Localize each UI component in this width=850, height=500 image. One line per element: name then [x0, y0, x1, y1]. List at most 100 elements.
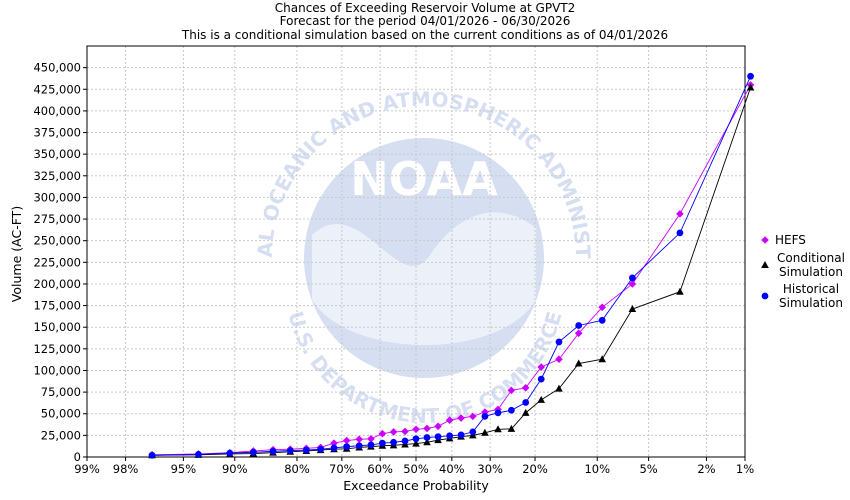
data-point-historical-simulation [226, 449, 234, 457]
y-tick-label: 450,000 [33, 61, 81, 75]
y-tick-label: 25,000 [41, 428, 81, 442]
x-tick-label: 2% [697, 462, 715, 476]
legend-label-hefs: HEFS [775, 233, 806, 247]
y-tick-label: 200,000 [33, 277, 81, 291]
data-point-conditional-simulation [481, 428, 489, 436]
data-point-hefs [574, 329, 583, 338]
legend-label-historical-simulation: Simulation [779, 296, 843, 310]
data-point-historical-simulation [302, 446, 310, 454]
x-axis-title: Exceedance Probability [343, 478, 489, 493]
x-tick-label: 20% [522, 462, 548, 476]
data-point-hefs [330, 439, 338, 447]
x-tick-label: 99% [74, 462, 100, 476]
data-point-hefs [555, 355, 563, 364]
data-point-historical-simulation [747, 72, 754, 80]
legend-marker-conditional-simulation [761, 261, 769, 268]
data-point-historical-simulation [481, 412, 489, 420]
data-point-historical-simulation [378, 439, 386, 447]
data-point-historical-simulation [343, 443, 351, 451]
x-tick-label: 5% [639, 462, 657, 476]
y-tick-label: 375,000 [33, 126, 81, 140]
data-point-historical-simulation [423, 434, 431, 441]
data-point-hefs [367, 435, 375, 443]
data-point-historical-simulation [249, 448, 257, 456]
data-point-hefs [521, 383, 530, 392]
y-tick-label: 300,000 [33, 190, 81, 204]
y-tick-label: 325,000 [33, 169, 81, 183]
data-point-historical-simulation [537, 375, 545, 383]
data-point-conditional-simulation [423, 438, 431, 446]
data-point-historical-simulation [555, 338, 563, 346]
data-point-hefs [401, 427, 409, 436]
data-point-conditional-simulation [676, 287, 684, 295]
data-point-conditional-simulation [521, 408, 530, 416]
y-tick-label: 100,000 [33, 363, 81, 377]
data-point-conditional-simulation [507, 424, 516, 432]
data-point-historical-simulation [507, 406, 515, 414]
data-point-historical-simulation [676, 229, 684, 237]
data-point-historical-simulation [330, 444, 338, 452]
series-layer [148, 72, 755, 459]
data-point-historical-simulation [494, 409, 502, 417]
data-point-conditional-simulation [494, 425, 502, 433]
data-point-hefs [628, 280, 637, 288]
data-point-historical-simulation [317, 445, 325, 453]
data-point-historical-simulation [575, 322, 583, 329]
data-point-historical-simulation [434, 433, 442, 441]
data-point-hefs [537, 363, 546, 371]
data-point-historical-simulation [598, 316, 606, 324]
legend-label-historical-simulation: Historical [783, 282, 839, 296]
data-point-hefs [507, 386, 516, 395]
x-tick-label: 98% [113, 462, 139, 476]
legend-label-conditional-simulation: Simulation [779, 265, 843, 279]
legend: HEFSConditionalSimulationHistoricalSimul… [761, 233, 845, 310]
x-axis-ticks: 99% 98% 95% 90% 80% 70% 60% 50% 40% 30% 20% 10% 5% 2%… [74, 457, 754, 476]
data-point-hefs [412, 425, 420, 434]
data-point-historical-simulation [355, 442, 363, 450]
data-point-conditional-simulation [574, 359, 583, 367]
y-tick-label: 275,000 [33, 212, 81, 226]
data-point-hefs [494, 405, 502, 414]
data-point-historical-simulation [446, 432, 454, 440]
noaa-watermark-wave [312, 212, 536, 345]
y-tick-label: 175,000 [33, 299, 81, 313]
data-point-historical-simulation [195, 451, 202, 458]
chart-title-line-3: This is a conditional simulation based o… [181, 28, 668, 42]
data-point-hefs [423, 424, 431, 433]
x-tick-label: 95% [171, 462, 197, 476]
data-point-hefs [676, 210, 684, 218]
data-point-historical-simulation [286, 447, 294, 454]
data-point-historical-simulation [269, 447, 277, 455]
y-tick-label: 50,000 [41, 407, 81, 421]
data-point-historical-simulation [522, 399, 530, 406]
y-tick-label: 250,000 [33, 234, 81, 248]
y-tick-label: 125,000 [33, 342, 81, 356]
noaa-watermark: NOAA NATIONAL OCEANIC AND ATMOSPHERIC AD… [0, 0, 595, 428]
chart-title-line-1: Chances of Exceeding Reservoir Volume at… [275, 1, 576, 15]
data-point-conditional-simulation [746, 83, 755, 91]
data-point-conditional-simulation [628, 305, 637, 313]
data-point-historical-simulation [469, 428, 477, 436]
data-point-conditional-simulation [412, 439, 420, 447]
data-point-hefs [342, 436, 351, 445]
x-tick-label: 80% [284, 462, 310, 476]
legend-marker-historical-simulation [761, 292, 769, 300]
noaa-watermark-disc [304, 138, 544, 378]
data-point-hefs [445, 416, 454, 425]
y-tick-label: 425,000 [33, 82, 81, 96]
data-point-historical-simulation [390, 438, 397, 446]
data-point-conditional-simulation [598, 355, 606, 363]
x-tick-label: 30% [477, 462, 503, 476]
x-tick-label: 60% [367, 462, 393, 476]
data-point-hefs [389, 428, 398, 436]
x-tick-label: 40% [439, 462, 465, 476]
chart-title-line-2: Forecast for the period 04/01/2026 - 06/… [280, 14, 571, 28]
data-point-historical-simulation [401, 437, 409, 445]
data-point-hefs [468, 412, 477, 421]
data-point-historical-simulation [367, 441, 375, 449]
y-tick-label: 0 [74, 450, 81, 464]
legend-marker-hefs [761, 236, 769, 244]
data-point-historical-simulation [148, 451, 156, 459]
x-tick-label: 50% [403, 462, 429, 476]
series-historical-simulation [148, 72, 754, 459]
